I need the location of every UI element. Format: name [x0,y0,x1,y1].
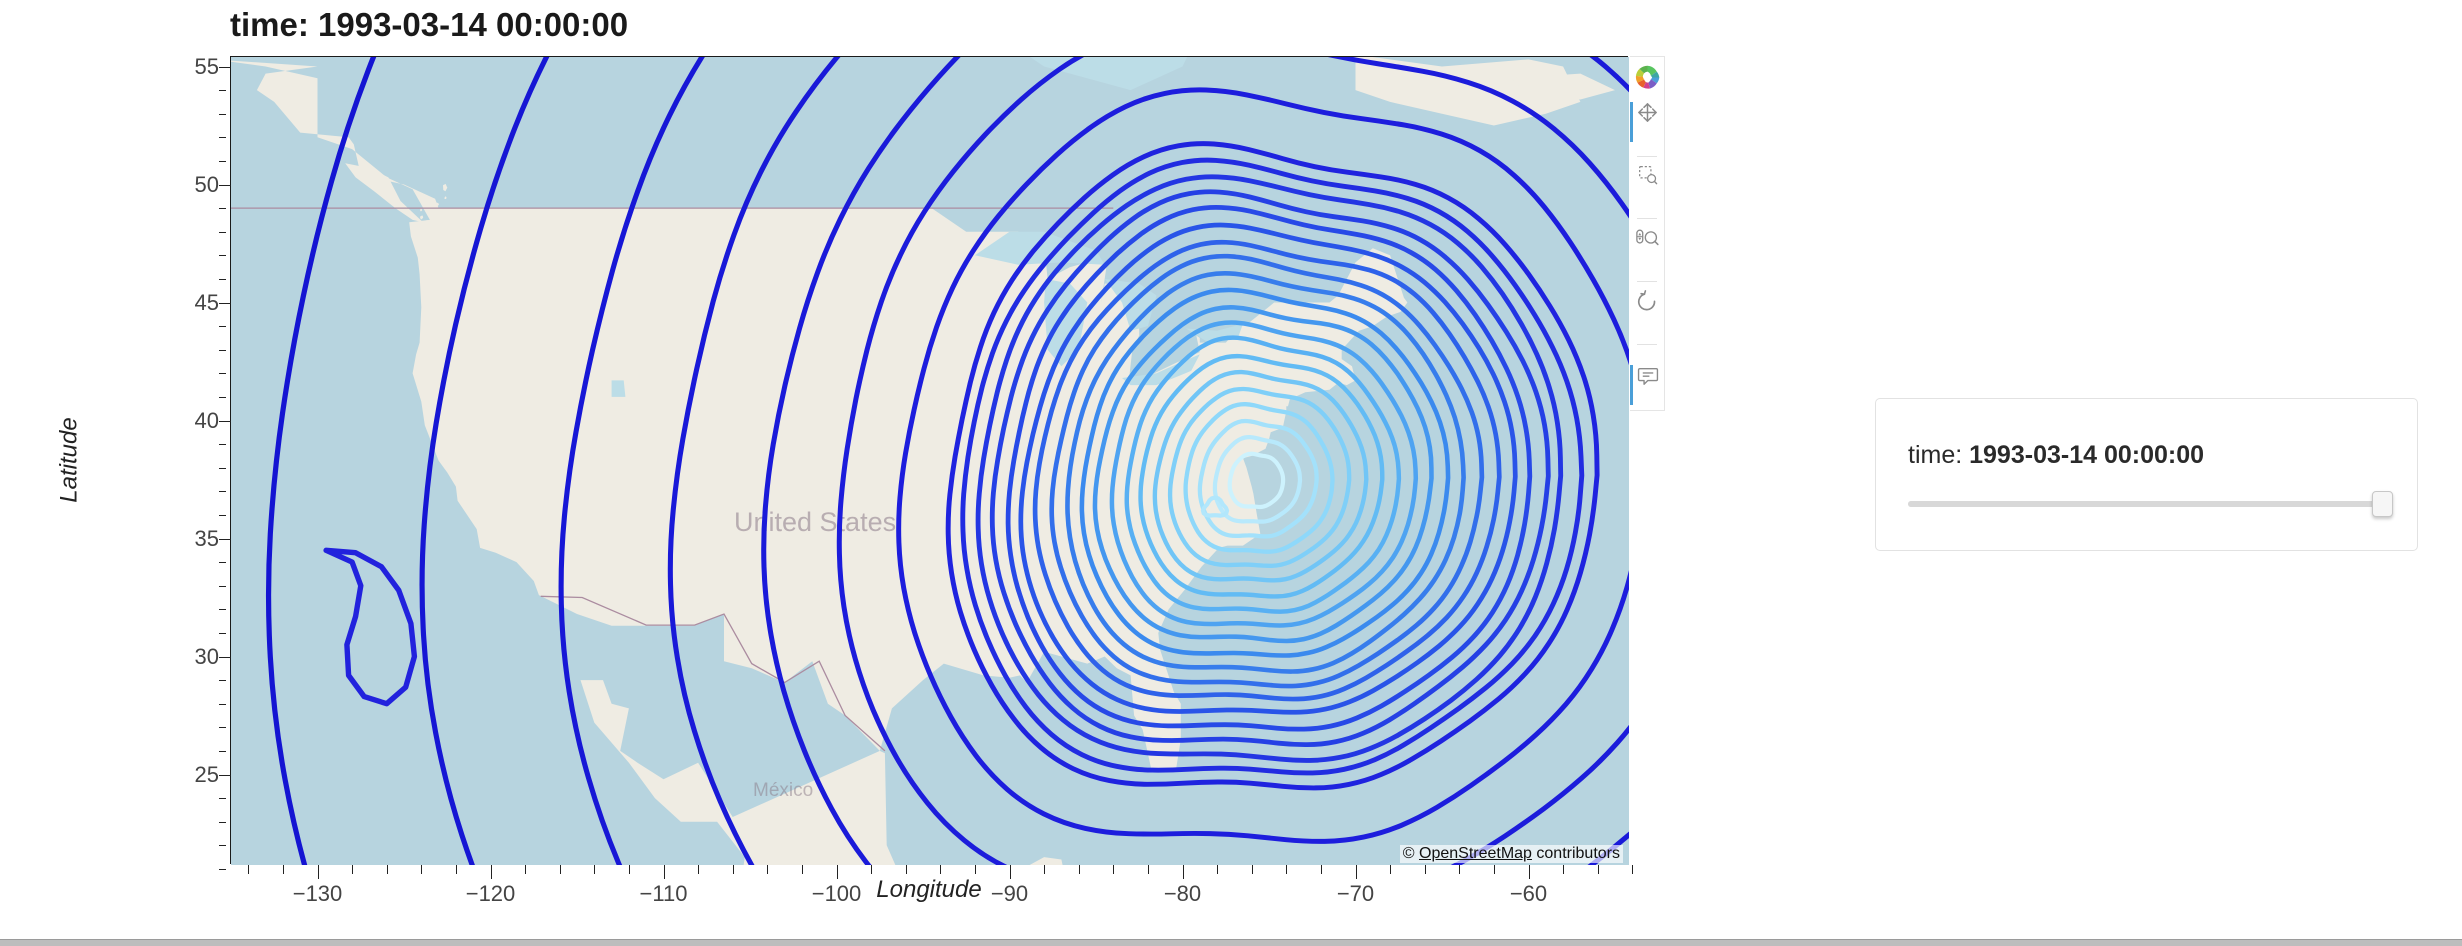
svg-text:United States: United States [734,507,896,537]
svg-text:México: México [753,780,813,801]
